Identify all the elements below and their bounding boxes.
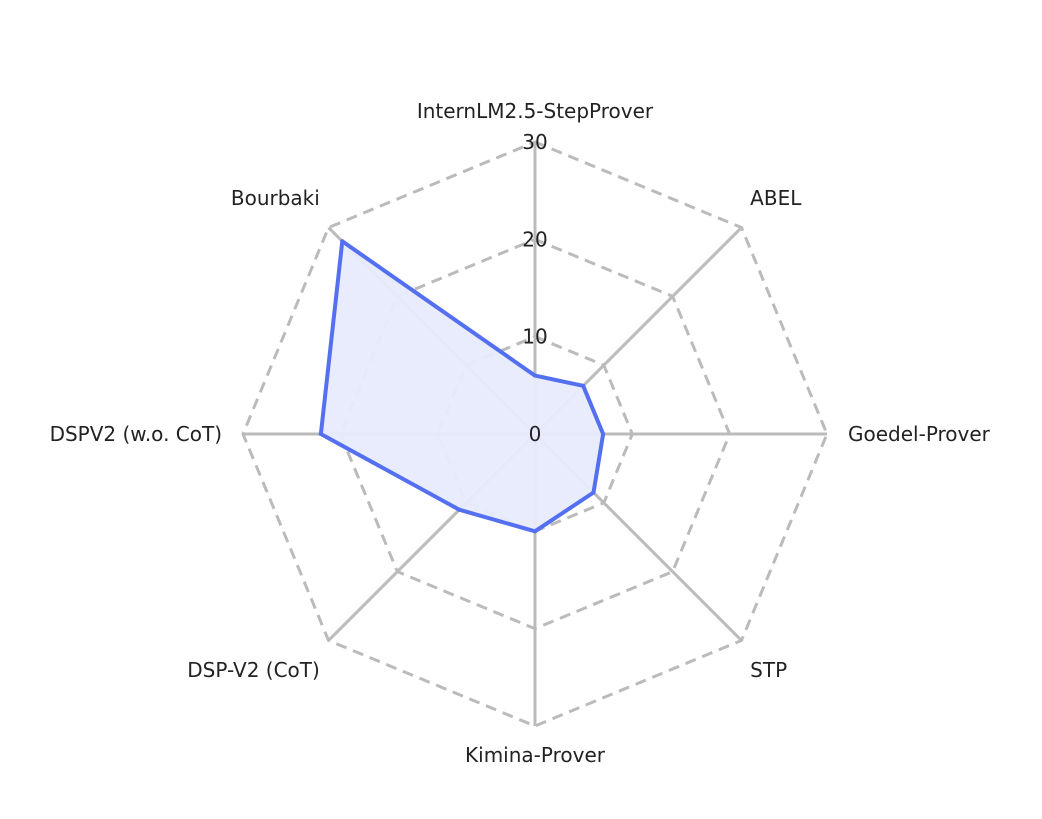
data-point-DSP-V2 (CoT) [457, 507, 462, 512]
data-point-Kimina-Prover [533, 529, 537, 534]
radar-series [318, 239, 606, 534]
data-point-DSPV2 (w.o. CoT) [318, 432, 323, 436]
tick-label-0: 0 [529, 422, 542, 446]
axis-label-7: Bourbaki [231, 186, 320, 210]
axis-label-3: STP [750, 658, 787, 682]
axis-label-1: ABEL [750, 186, 802, 210]
tick-label-10: 10 [522, 325, 547, 349]
grid-ring-30 [241, 140, 829, 728]
tick-label-20: 20 [522, 227, 547, 251]
axis-labels: InternLM2.5-StepProver ABEL Goedel-Prover S… [50, 99, 991, 767]
data-point-ABEL [581, 383, 586, 388]
data-point-Bourbaki [340, 239, 345, 244]
data-point-InternLM2.5-StepProver [533, 373, 537, 378]
tick-label-30: 30 [522, 130, 547, 154]
axis-label-2: Goedel-Prover [848, 422, 991, 446]
axis-label-5: DSP-V2 (CoT) [187, 658, 320, 682]
data-point-Goedel-Prover [601, 432, 606, 436]
data-point-STP [591, 490, 596, 495]
axis-label-0: InternLM2.5-StepProver [417, 99, 654, 123]
axis-label-6: DSPV2 (w.o. CoT) [50, 422, 222, 446]
radial-tick-labels: 0 10 20 30 [522, 130, 547, 446]
axis-label-4: Kimina-Prover [465, 743, 606, 767]
